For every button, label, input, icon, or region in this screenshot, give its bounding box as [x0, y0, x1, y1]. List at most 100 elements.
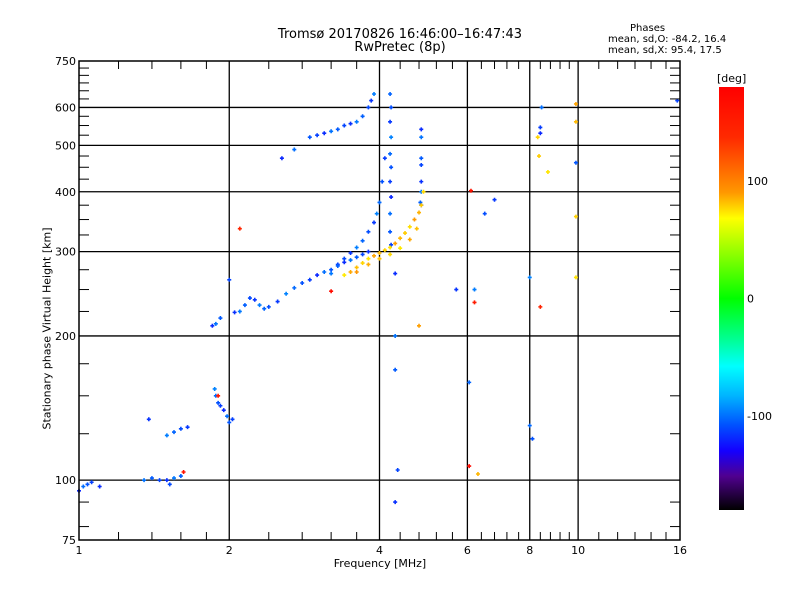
colorbar — [719, 87, 744, 510]
data-point — [419, 162, 424, 167]
data-point — [335, 263, 340, 268]
data-point — [372, 220, 377, 225]
data-point — [157, 478, 162, 483]
data-point — [242, 303, 247, 308]
data-point — [329, 267, 334, 272]
data-point — [382, 248, 387, 253]
data-point — [307, 135, 312, 140]
data-point — [210, 323, 215, 328]
x-tick-label: 16 — [673, 544, 687, 557]
data-point — [388, 119, 393, 124]
data-point — [284, 291, 289, 296]
data-point — [537, 154, 542, 159]
data-point — [407, 237, 412, 242]
data-point — [527, 423, 532, 428]
data-point — [354, 269, 359, 274]
data-point — [354, 265, 359, 270]
data-point — [482, 211, 487, 216]
data-point — [412, 217, 417, 222]
data-point — [389, 105, 394, 110]
data-point — [342, 256, 347, 261]
data-point — [360, 252, 365, 257]
data-point — [377, 251, 382, 256]
data-point — [421, 189, 426, 194]
data-point — [348, 258, 353, 263]
data-point — [85, 482, 90, 487]
data-point — [538, 304, 543, 309]
data-point — [225, 414, 230, 419]
data-point — [146, 417, 151, 422]
data-point — [149, 476, 154, 481]
data-point — [97, 484, 102, 489]
data-point — [573, 275, 578, 280]
data-point — [419, 179, 424, 184]
data-point — [354, 245, 359, 250]
x-tick-label: 4 — [376, 544, 383, 557]
data-point — [257, 303, 262, 308]
y-tick-label: 750 — [55, 55, 76, 68]
data-point — [407, 224, 412, 229]
data-point — [374, 211, 379, 216]
y-tick-label: 400 — [55, 186, 76, 199]
data-point — [389, 135, 394, 140]
data-point — [388, 229, 393, 234]
data-point — [393, 241, 398, 246]
x-axis-label: Frequency [MHz] — [333, 557, 427, 570]
data-point — [388, 252, 393, 257]
data-point — [398, 236, 403, 241]
data-point — [227, 277, 232, 282]
data-point — [475, 472, 480, 477]
data-point — [213, 321, 218, 326]
data-point — [530, 436, 535, 441]
data-point — [216, 393, 221, 398]
data-point — [388, 179, 393, 184]
data-point — [366, 256, 371, 261]
plot-frame — [78, 60, 681, 541]
legend-line-o: mean, sd,O: -84.2, 16.4 — [608, 34, 727, 45]
data-point — [335, 127, 340, 132]
data-point — [81, 484, 86, 489]
data-point — [395, 468, 400, 473]
data-point — [366, 262, 371, 267]
data-point — [388, 211, 393, 216]
data-point — [171, 476, 176, 481]
series-2 — [181, 188, 543, 474]
chart-title: Tromsø 20170826 16:46:00–16:47:43 — [277, 27, 523, 42]
legend-title: Phases — [630, 23, 666, 34]
data-point — [472, 300, 477, 305]
data-point — [492, 197, 497, 202]
colorbar-label: [deg] — [717, 72, 746, 85]
data-point — [230, 417, 235, 422]
data-point — [252, 297, 257, 302]
data-point — [417, 210, 422, 215]
data-point — [275, 299, 280, 304]
x-tick-label: 6 — [464, 544, 471, 557]
data-point — [216, 400, 221, 405]
y-tick-label: 100 — [55, 474, 76, 487]
colorbar-tick-label: 100 — [747, 175, 768, 188]
x-tick-label: 1 — [76, 544, 83, 557]
legend-line-x: mean, sd,X: 95.4, 17.5 — [608, 45, 722, 56]
data-point — [171, 430, 176, 435]
data-point — [237, 309, 242, 314]
chart-subtitle: RwPretec (8p) — [354, 40, 446, 55]
data-point — [348, 121, 353, 126]
data-point — [419, 135, 424, 140]
x-tick-label: 10 — [571, 544, 585, 557]
data-point — [377, 200, 382, 205]
data-point — [360, 238, 365, 243]
colorbar-tick-label: 0 — [747, 293, 754, 306]
data-point — [348, 251, 353, 256]
data-point — [414, 226, 419, 231]
data-point — [538, 125, 543, 130]
data-point — [372, 253, 377, 258]
data-point — [342, 260, 347, 265]
y-tick-label: 500 — [55, 139, 76, 152]
data-point — [247, 296, 252, 301]
data-point — [279, 156, 284, 161]
data-point — [573, 119, 578, 124]
x-tick-label: 8 — [526, 544, 533, 557]
data-point — [354, 119, 359, 124]
data-point — [467, 464, 472, 469]
